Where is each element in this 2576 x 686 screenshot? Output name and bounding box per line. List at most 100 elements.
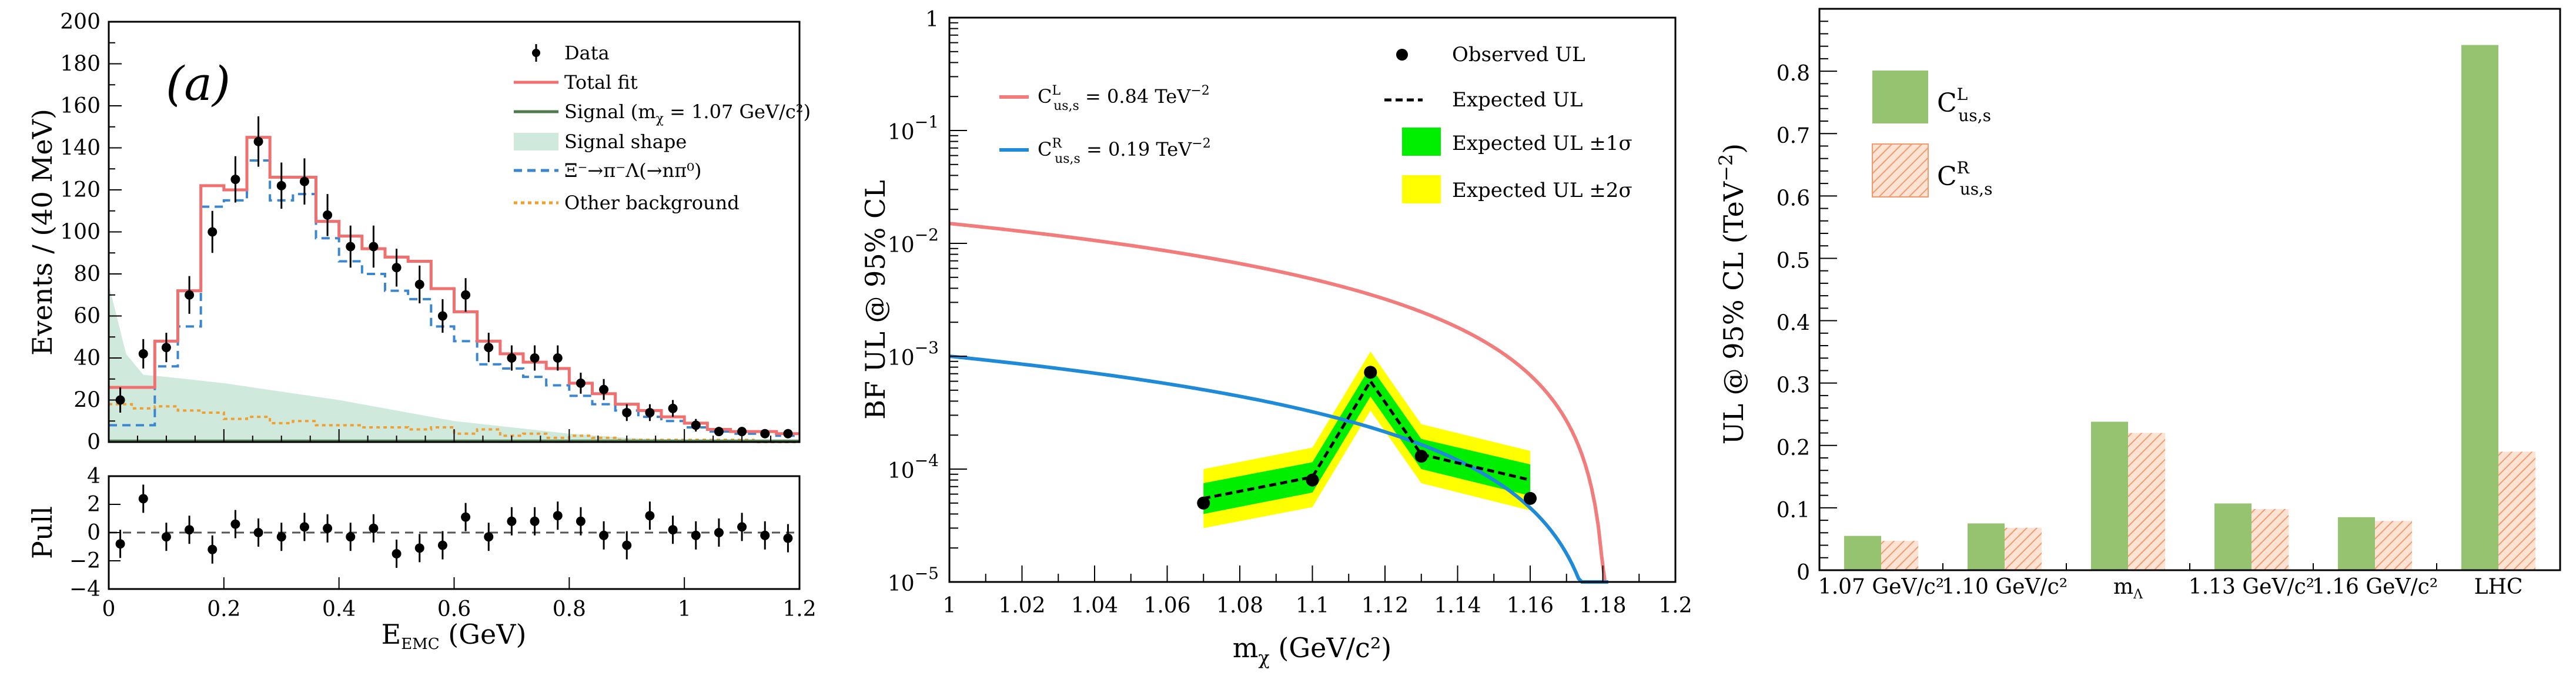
panel-b-ytick-label: 1 (925, 8, 939, 32)
data-point (346, 242, 356, 252)
total-fit-histogram (109, 136, 799, 436)
panel-c-ytick-label: 0.6 (1777, 186, 1810, 210)
pull-point (645, 511, 655, 521)
legend-band2-swatch (1402, 175, 1441, 203)
panel-c-xtick-main: 1.13 GeV/c² (2189, 575, 2314, 599)
panel-b-xtick-label: 1.02 (998, 594, 1045, 618)
legend-cR-label: CR us,s = 0.19 TeV−2 (1038, 136, 1211, 166)
panel-b-ytick-base: 10 (888, 459, 915, 483)
panel-a-xtick-label: 1.2 (782, 597, 816, 621)
data-point (668, 403, 678, 413)
theory-curve-cR (949, 354, 1608, 584)
legend-observed-label: Observed UL (1452, 43, 1585, 66)
observed-ul-point (1306, 473, 1319, 487)
panel-b-xtick-label: 1.08 (1216, 594, 1263, 618)
panel-b-xtick-label: 1.18 (1579, 594, 1626, 618)
legend-cR-sup: R (1052, 136, 1062, 151)
xi-background-histogram (109, 159, 799, 437)
panel-b-ylabel: BF UL @ 95% CL (859, 180, 891, 420)
pull-ytick-label: 0 (87, 521, 101, 545)
expected-ul-line (1203, 379, 1531, 500)
bar-cL (1844, 536, 1881, 570)
pull-point (161, 532, 171, 542)
legend-signal-label: Signal (mχ = 1.07 GeV/c²) (564, 101, 811, 126)
panel-b-ytick-base: 10 (888, 346, 915, 370)
panel-a-ytick-label: 120 (60, 178, 101, 202)
panel-b-xtick-label: 1.1 (1296, 594, 1329, 618)
panel-a-ytick-label: 40 (73, 346, 101, 370)
panel-c-ylabel-main: UL @ 95% CL (TeV (1718, 181, 1749, 444)
legend-bar-R-sup: R (1957, 158, 1970, 178)
expected-band-1sigma (1203, 366, 1530, 514)
bar-cR (1881, 541, 1918, 570)
pull-ylabel: Pull (26, 506, 58, 559)
data-point (645, 407, 655, 417)
bar-cR (2252, 509, 2289, 570)
panel-b-ytick-base: 10 (888, 121, 915, 145)
legend-signal-label-main: Signal (m (564, 101, 656, 123)
bar-cL (2461, 45, 2498, 571)
panel-a-ytick-label: 0 (87, 430, 101, 454)
panel-b-ytick-exp: −3 (915, 338, 939, 357)
legend-bar-L-sub: us,s (1958, 106, 1991, 125)
panel-c-xtick-label: 1.07 GeV/c² (1818, 575, 1944, 599)
panel-b-ytick-label: 10−1 (888, 112, 939, 145)
panel-a-label: (a) (166, 56, 230, 111)
panel-c-plot-area: 1.07 GeV/c²1.10 GeV/c² mΛ 1.13 GeV/c²1.16 … (1777, 21, 2535, 602)
panel-a-ytick-label: 60 (73, 304, 101, 329)
data-point (138, 349, 148, 359)
legend-other-label: Other background (564, 192, 740, 214)
panel-c-xtick-label: LHC (2474, 575, 2523, 599)
pull-point (507, 516, 517, 526)
panel-c-ylabel: UL @ 95% CL (TeV−2) (1715, 143, 1749, 444)
legend-data: Data (532, 42, 610, 64)
legend-xi-background: Ξ⁻→π⁻Λ(→nπ⁰) (514, 159, 702, 182)
legend-total-fit-label: Total fit (564, 71, 638, 93)
pull-point (576, 516, 586, 526)
pull-point (691, 530, 701, 540)
legend-cR-sub: us,s (1055, 152, 1080, 166)
legend-bar-L-swatch (1872, 71, 1928, 123)
panel-c-xtick-main: 1.16 GeV/c² (2312, 575, 2438, 599)
data-point (161, 343, 171, 353)
panel-c-frame (1818, 8, 2561, 571)
data-point (369, 242, 379, 252)
panel-b-xtick-label: 1.06 (1143, 594, 1190, 618)
data-point (530, 353, 540, 363)
panel-a-ytick-label: 180 (60, 52, 101, 76)
panel-b-xtick-label: 1.2 (1658, 594, 1692, 618)
panel-a-ytick-label: 160 (60, 94, 101, 118)
pull-ytick-label: −2 (69, 549, 101, 573)
panel-a-xtick-label: 1 (678, 597, 691, 621)
legend-other-background: Other background (514, 192, 740, 214)
legend-signal-label-sub: χ (656, 112, 664, 126)
bar-cR (2128, 433, 2165, 570)
data-point (714, 427, 724, 437)
panel-b-branching-fraction: 1 1.02 1.04 1.06 1.08 1.1 1.12 1.14 1.16 1.18 1.2 1… (859, 8, 1692, 669)
pull-point (253, 528, 263, 537)
panel-c-xtick-sub: Λ (2133, 587, 2143, 602)
legend-cR-main: C (1038, 138, 1052, 160)
pull-point (760, 530, 770, 540)
legend-signal-label-rest: = 1.07 GeV/c²) (664, 101, 811, 123)
panel-b-ytick-base: 1 (925, 8, 939, 32)
legend-cL-exp: −2 (1190, 83, 1209, 98)
panel-a-xlabel-unit: (GeV) (440, 618, 527, 650)
legend-cL-main: C (1038, 85, 1052, 108)
bar-cR (2005, 527, 2042, 570)
pull-point (346, 532, 356, 542)
panel-c-ytick-label: 0.2 (1777, 436, 1810, 460)
panel-b-ytick-exp: −4 (915, 451, 939, 470)
legend-bar-L-label: CL us,s (1937, 85, 1991, 125)
legend-bar-R-label: CR us,s (1937, 158, 1992, 199)
panel-b-ytick-exp: −1 (915, 112, 939, 132)
panel-a-xtick-label: 0.8 (553, 597, 586, 621)
data-point (484, 343, 494, 353)
panel-b-ytick-label: 10−4 (888, 451, 939, 483)
data-point (576, 378, 586, 388)
panel-b-ytick-base: 10 (888, 233, 915, 257)
pull-point (737, 522, 747, 532)
pull-point (668, 525, 678, 535)
